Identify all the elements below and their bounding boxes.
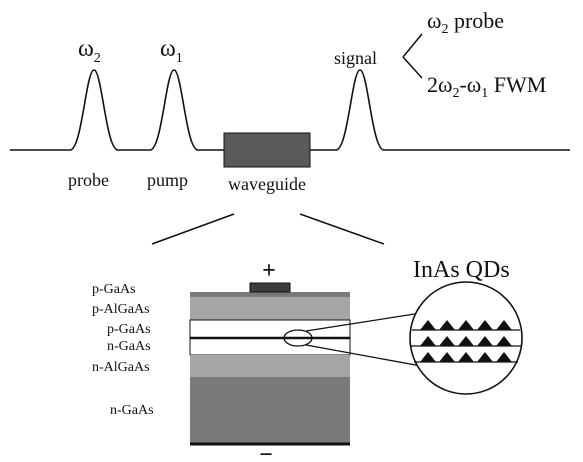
layer-label-p-gaas-top: p-GaAs [92,282,136,297]
quantum-dot-1-5 [496,320,512,330]
layer-label-n-gaas: n-GaAs [107,339,151,354]
pulse-baseline-with-pulses [10,69,570,151]
probe-frequency-label: ω2 [78,36,101,66]
quantum-dot-3-1 [420,352,436,362]
quantum-dot-1-2 [439,320,455,330]
quantum-dot-2-4 [477,336,493,346]
layer-label-n-gaas-substrate: n-GaAs [110,403,154,418]
waveguide-label: waveguide [228,174,306,194]
probe-label: probe [68,170,109,190]
quantum-dot-1-1 [420,320,436,330]
quantum-dot-1-3 [458,320,474,330]
signal-probe-component: ω2 probe [427,8,504,37]
quantum-dot-triangles [420,320,512,362]
zoom-line-left [151,213,235,245]
signal-branch-lines [402,33,423,79]
quantum-dot-2-3 [458,336,474,346]
signal-fwm-component: 2ω2-ω1 FWM [427,72,546,101]
layer-label-n-algaas: n-AlGaAs [92,360,150,375]
qd-highlight-ellipse [283,329,313,347]
quantum-dot-3-3 [458,352,474,362]
device-cross-section [189,282,351,446]
layer-p-gaas-top [190,292,350,297]
quantum-dot-2-1 [420,336,436,346]
pump-label: pump [147,170,188,190]
quantum-dot-1-4 [477,320,493,330]
layer-n-algaas [190,355,350,377]
layer-n-gaas-substrate [190,377,350,443]
negative-electrode-sign: − [259,442,273,462]
zoom-line-right [299,213,385,245]
qd-inset-title: InAs QDs [413,257,510,283]
inset-connector-top [305,312,422,332]
pump-frequency-label: ω1 [160,36,183,66]
quantum-dot-2-2 [439,336,455,346]
top-contact [249,282,291,293]
quantum-dot-3-2 [439,352,455,362]
layer-label-p-gaas: p-GaAs [107,322,151,337]
layer-label-p-algaas: p-AlGaAs [92,302,150,317]
layer-p-algaas [190,297,350,320]
inset-connector-bottom [305,344,422,367]
quantum-dot-2-5 [496,336,512,346]
positive-electrode-sign: + [262,258,276,284]
quantum-dot-3-5 [496,352,512,362]
signal-label: signal [334,48,377,68]
quantum-dot-3-4 [477,352,493,362]
waveguide-box [223,132,311,168]
